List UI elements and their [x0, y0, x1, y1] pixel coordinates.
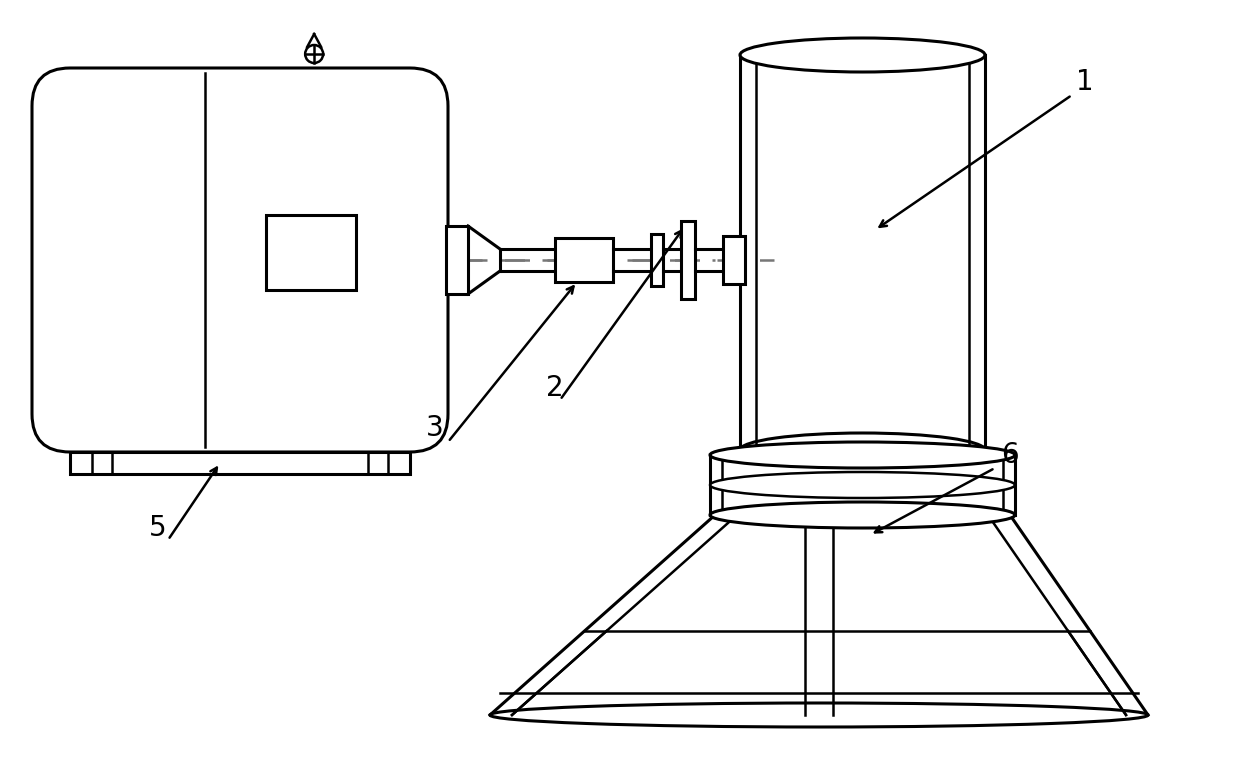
- Bar: [265, 214, 356, 289]
- Ellipse shape: [740, 433, 985, 467]
- Text: 2: 2: [546, 374, 564, 402]
- Text: 1: 1: [1076, 68, 1094, 96]
- Bar: [651, 234, 663, 286]
- Ellipse shape: [490, 703, 1148, 727]
- Bar: [446, 226, 467, 294]
- Ellipse shape: [740, 38, 985, 72]
- Bar: [681, 221, 694, 299]
- Text: 3: 3: [427, 414, 444, 442]
- Text: 5: 5: [149, 514, 167, 542]
- Ellipse shape: [711, 472, 1016, 498]
- Ellipse shape: [711, 442, 1016, 468]
- Ellipse shape: [711, 502, 1016, 528]
- Text: 6: 6: [1001, 441, 1019, 469]
- FancyBboxPatch shape: [32, 68, 448, 452]
- Bar: [69, 452, 410, 474]
- Bar: [556, 238, 613, 282]
- Bar: [723, 236, 745, 284]
- Ellipse shape: [715, 504, 1011, 526]
